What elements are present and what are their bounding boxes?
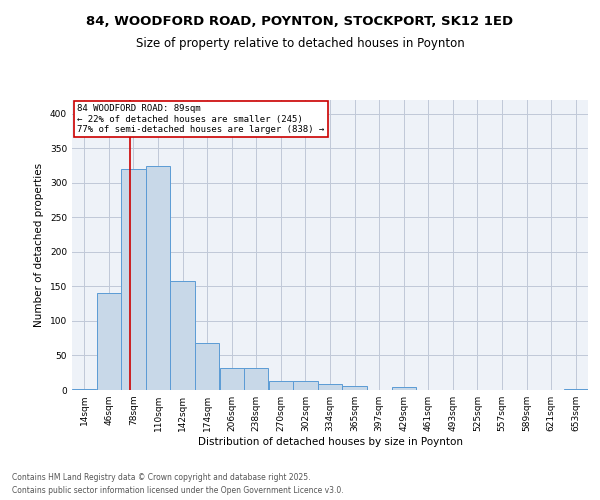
Text: Contains public sector information licensed under the Open Government Licence v3: Contains public sector information licen…	[12, 486, 344, 495]
Bar	[343, 386, 367, 390]
X-axis label: Distribution of detached houses by size in Poynton: Distribution of detached houses by size …	[197, 437, 463, 447]
Bar	[72, 388, 97, 390]
Text: 84 WOODFORD ROAD: 89sqm
← 22% of detached houses are smaller (245)
77% of semi-d: 84 WOODFORD ROAD: 89sqm ← 22% of detache…	[77, 104, 325, 134]
Bar	[195, 343, 220, 390]
Text: Size of property relative to detached houses in Poynton: Size of property relative to detached ho…	[136, 38, 464, 51]
Text: 84, WOODFORD ROAD, POYNTON, STOCKPORT, SK12 1ED: 84, WOODFORD ROAD, POYNTON, STOCKPORT, S…	[86, 15, 514, 28]
Bar	[293, 381, 317, 390]
Bar	[121, 169, 146, 390]
Bar	[244, 368, 268, 390]
Bar	[146, 166, 170, 390]
Text: Contains HM Land Registry data © Crown copyright and database right 2025.: Contains HM Land Registry data © Crown c…	[12, 474, 311, 482]
Bar	[220, 368, 244, 390]
Bar	[97, 294, 121, 390]
Bar	[269, 381, 293, 390]
Bar	[563, 388, 588, 390]
Y-axis label: Number of detached properties: Number of detached properties	[34, 163, 44, 327]
Bar	[170, 281, 195, 390]
Bar	[318, 384, 342, 390]
Bar	[392, 387, 416, 390]
